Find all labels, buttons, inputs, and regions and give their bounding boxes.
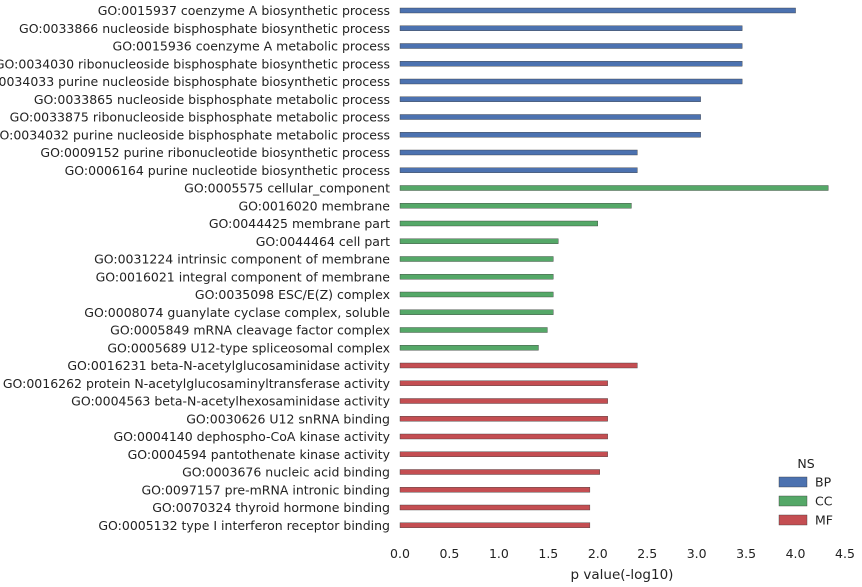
x-tick-label: 4.5 (835, 546, 855, 561)
category-label: GO:0006164 purine nucleotide biosyntheti… (65, 163, 390, 178)
bar-cc (399, 309, 554, 315)
category-label: GO:0044425 membrane part (209, 216, 390, 231)
category-label: GO:0003676 nucleic acid binding (182, 465, 390, 480)
category-label: GO:0005849 mRNA cleavage factor complex (110, 323, 390, 338)
category-label: GO:0016021 integral component of membran… (96, 269, 391, 284)
legend-swatch-cc (778, 495, 808, 507)
category-label: GO:0004563 beta-N-acetylhexosaminidase a… (71, 394, 390, 409)
bar-mf (399, 362, 638, 369)
legend-title: NS (797, 456, 814, 471)
bar-bp (399, 167, 638, 173)
bar-mf (399, 416, 608, 422)
bar-mf (399, 522, 591, 528)
bar-mf (399, 433, 608, 440)
bar-mf (399, 451, 608, 457)
x-tick-label: 1.0 (489, 546, 509, 561)
category-label: GO:0015936 coenzyme A metabolic process (113, 39, 390, 54)
x-tick-label: 2.0 (588, 546, 608, 561)
category-label: GO:0004594 pantothenate kinase activity (128, 447, 391, 462)
bar-cc (399, 238, 559, 244)
x-tick-label: 2.5 (637, 546, 657, 561)
legend: NS BP CC MF (778, 456, 833, 528)
bar-bp (399, 25, 743, 31)
x-tick-label: 4.0 (786, 546, 806, 561)
bar-bp (399, 96, 701, 102)
category-label: GO:0005689 U12-type spliceosomal complex (107, 340, 390, 355)
bar-mf (399, 487, 591, 493)
category-label: GO:0016262 protein N-acetylglucosaminylt… (3, 376, 391, 391)
category-label: GO:0009152 purine ribonucleotide biosynt… (40, 145, 390, 160)
category-label: GO:0005132 type I interferon receptor bi… (98, 518, 390, 533)
category-label: GO:0030626 U12 snRNA binding (186, 411, 390, 426)
x-tick-label: 3.0 (687, 546, 707, 561)
category-label: GO:0005575 cellular_component (184, 181, 390, 196)
category-label: GO:0008074 guanylate cyclase complex, so… (84, 305, 390, 320)
category-labels: GO:0015937 coenzyme A biosynthetic proce… (0, 3, 391, 533)
category-label: GO:0033866 nucleoside bisphosphate biosy… (19, 21, 390, 36)
category-label: GO:0033875 ribonucleoside bisphosphate m… (10, 110, 390, 125)
category-label: GO:0034030 ribonucleoside bisphosphate b… (0, 56, 390, 71)
category-label: GO:0044464 cell part (256, 234, 390, 249)
x-axis-title: p value(-log10) (571, 567, 674, 583)
category-label: GO:0004140 dephospho-CoA kinase activity (114, 429, 391, 444)
x-tick-label: 1.5 (538, 546, 558, 561)
category-label: GO:0097157 pre-mRNA intronic binding (141, 482, 390, 497)
bar-mf (399, 504, 591, 511)
bar-cc (399, 291, 554, 298)
category-label: GO:0016020 membrane (238, 198, 390, 213)
bar-cc (399, 345, 539, 351)
category-label: GO:0015937 coenzyme A biosynthetic proce… (98, 3, 390, 18)
category-label: GO:0034032 purine nucleoside bisphosphat… (0, 127, 390, 142)
legend-swatch-mf (778, 514, 808, 526)
bar-bp (399, 149, 638, 156)
bar-bp (399, 78, 743, 85)
bar-mf (399, 469, 600, 475)
bar-bp (399, 43, 743, 49)
category-label: GO:0070324 thyroid hormone binding (152, 500, 390, 515)
category-label: GO:0033865 nucleoside bisphosphate metab… (34, 92, 390, 107)
category-label: GO:0034033 purine nucleoside bisphosphat… (0, 74, 390, 89)
bar-cc (399, 220, 598, 227)
legend-label-bp: BP (815, 475, 832, 490)
legend-label-mf: MF (815, 513, 833, 528)
bar-cc (399, 327, 548, 333)
bar-bp (399, 114, 701, 120)
legend-items: BP CC MF (778, 475, 833, 528)
bars-layer (399, 7, 829, 528)
bar-bp (399, 7, 796, 14)
x-axis-ticks: 0.0 0.5 1.0 1.5 2.0 2.5 3.0 3.5 4.0 4.5 (390, 546, 855, 561)
bar-bp (399, 61, 743, 67)
bar-mf (399, 380, 608, 386)
legend-swatch-bp (778, 476, 808, 488)
bar-cc (399, 274, 554, 280)
category-label: GO:0031224 intrinsic component of membra… (94, 252, 390, 267)
category-label: GO:0016231 beta-N-acetylglucosaminidase … (67, 358, 390, 373)
legend-label-cc: CC (815, 494, 833, 509)
bar-cc (399, 203, 632, 209)
x-tick-label: 0.5 (439, 546, 459, 561)
bar-cc (399, 256, 554, 262)
bar-mf (399, 398, 608, 404)
x-tick-label: 3.5 (736, 546, 756, 561)
category-label: GO:0035098 ESC/E(Z) complex (195, 287, 390, 302)
bar-bp (399, 132, 701, 138)
bar-cc (399, 185, 829, 191)
x-tick-label: 0.0 (390, 546, 410, 561)
